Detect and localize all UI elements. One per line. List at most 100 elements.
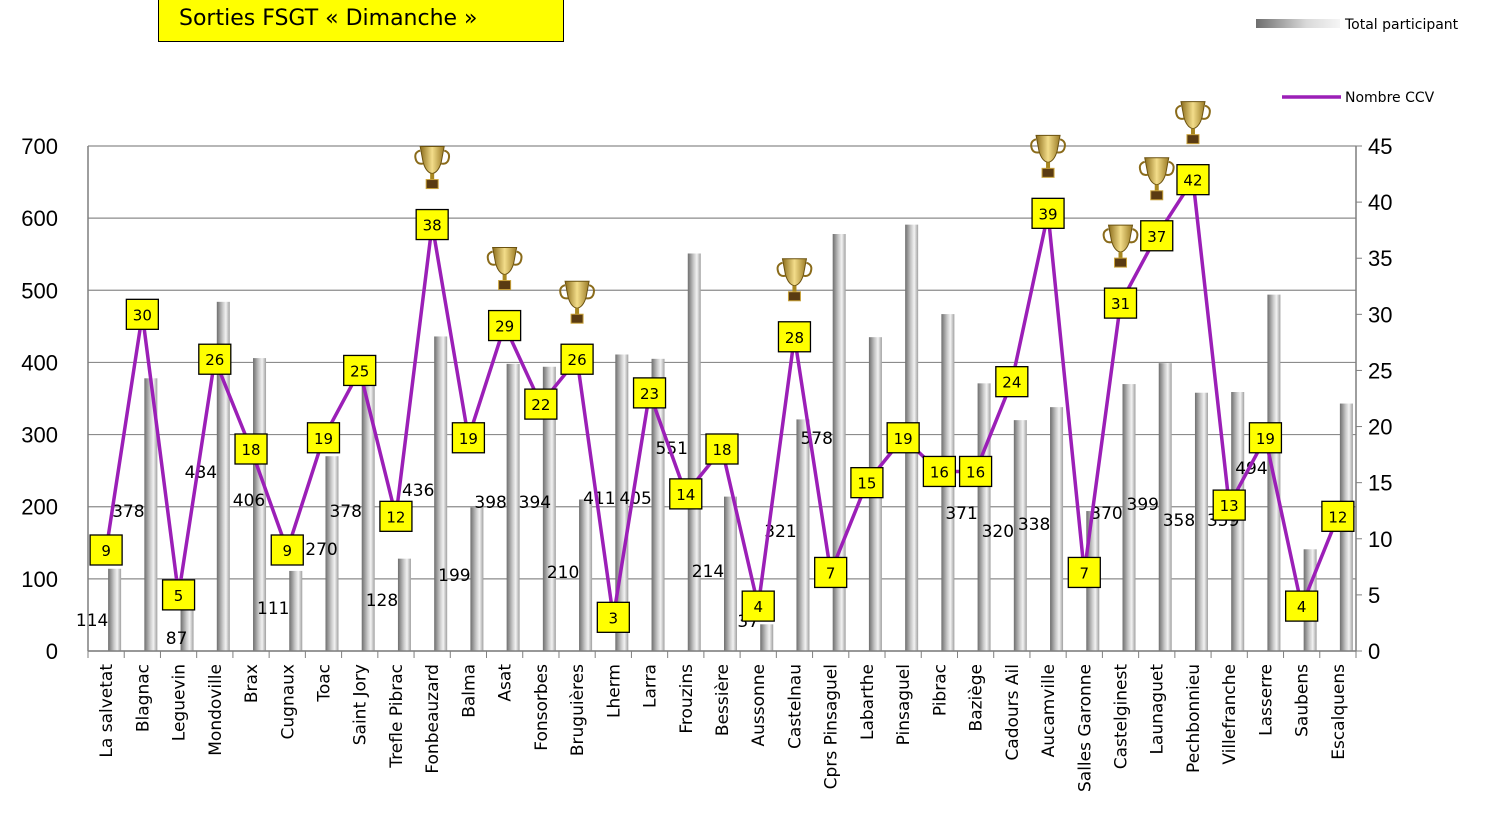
line-label-box (1212, 489, 1246, 521)
x-tick-label: Asat (496, 664, 516, 702)
x-tick-label: Labarthe (858, 664, 878, 740)
bar-data-label: 370 (1090, 504, 1122, 524)
trophy-stem (1118, 252, 1123, 259)
bar-data-label: 551 (656, 439, 688, 459)
line-data-label: 9 (89, 534, 123, 566)
line-label-box (1031, 197, 1065, 229)
trophy-handle (1129, 228, 1139, 244)
y-tick-right: 45 (1368, 134, 1392, 159)
line-data-label: 30 (125, 298, 159, 330)
line-data-label: 4 (741, 590, 775, 622)
line-label-text: 39 (1039, 205, 1058, 223)
bar (687, 253, 701, 651)
trophy-cup (781, 258, 808, 287)
line-label-box (306, 422, 341, 454)
trophy-handle (1201, 104, 1211, 120)
trophy-icon (486, 247, 523, 291)
line-label-box (161, 579, 196, 611)
y-tick-right: 0 (1368, 639, 1380, 664)
x-tick-label: Blagnac (133, 664, 153, 732)
line-data-label: 26 (560, 343, 594, 375)
line-data-label: 19 (306, 422, 341, 454)
bar-data-label: 398 (474, 493, 506, 513)
trophy-handle (1030, 138, 1040, 154)
x-tick-label: Fonbeauzard (423, 664, 443, 774)
x-tick-label: Trefle Pibrac (387, 664, 407, 769)
x-tick-label: Bessière (713, 664, 733, 736)
line-label-text: 18 (241, 441, 260, 459)
line-label-box (198, 343, 232, 375)
line-label-box (1103, 287, 1138, 319)
bar-data-label: 406 (233, 491, 265, 511)
y-tick-left: 700 (21, 134, 58, 159)
trophy-handle (1165, 160, 1175, 176)
line-data-label: 9 (270, 534, 304, 566)
bar-data-label: 578 (800, 429, 832, 449)
line-label-text: 23 (640, 385, 659, 403)
bar-data-label: 114 (76, 611, 108, 631)
x-tick-label: Villefranche (1220, 664, 1240, 765)
line-label-text: 30 (133, 306, 152, 324)
line-data-label: 28 (777, 321, 812, 353)
line-data-label: 14 (669, 478, 703, 510)
line-data-label: 29 (487, 309, 522, 342)
bar (1231, 392, 1245, 651)
line-data-label: 38 (415, 208, 449, 241)
line-label-box (596, 601, 630, 633)
trophy-stem (502, 274, 507, 281)
trophy-stem (575, 308, 580, 315)
bar (108, 568, 122, 651)
trophy-stem (1154, 184, 1159, 191)
line-data-label: 25 (343, 354, 377, 387)
line-data-label: 24 (995, 366, 1029, 398)
line-data-label: 19 (451, 422, 486, 454)
x-tick-label: Castelnau (785, 664, 805, 749)
line-data-label: 26 (198, 343, 232, 375)
line-label-box (1321, 500, 1355, 532)
bar-data-label: 371 (945, 504, 977, 524)
x-tick-label: La salvetat (97, 664, 117, 758)
line-label-text: 16 (966, 463, 985, 481)
bar (1158, 363, 1172, 651)
bar-data-label: 320 (982, 522, 1014, 542)
x-tick-label: Bruguières (568, 664, 588, 756)
bar (361, 378, 375, 651)
x-tick-label: Pibrac (930, 664, 950, 716)
line-data-label: 12 (1321, 500, 1355, 532)
x-tick-label: Castelginest (1112, 664, 1132, 770)
bar (397, 558, 411, 651)
bar-data-label: 214 (692, 562, 724, 582)
trophy-icon (414, 146, 451, 190)
line-label-text: 37 (1147, 228, 1166, 246)
x-tick-label: Pechbonnieu (1184, 664, 1204, 773)
trophy-icon (1102, 224, 1139, 268)
x-tick-label: Salles Garonne (1075, 664, 1095, 792)
line-label-box (669, 478, 703, 510)
line-data-label: 5 (161, 579, 196, 611)
bar-data-label: 87 (166, 629, 188, 649)
trophy-icons (414, 101, 1211, 324)
trophy-handle (513, 250, 523, 266)
line-label-box (125, 298, 159, 330)
x-tick-label: Launaguet (1148, 664, 1168, 755)
x-tick-label: Escalquens (1329, 664, 1349, 760)
trophy-stem (430, 173, 435, 180)
bar-data-label: 411 (583, 489, 615, 509)
bar-data-label: 358 (1163, 511, 1195, 531)
bar (506, 363, 520, 651)
line-label-text: 19 (894, 430, 913, 448)
line-data-label: 7 (814, 556, 848, 589)
line-label-box (632, 377, 667, 409)
trophy-icon (776, 258, 813, 302)
y-tick-left: 400 (21, 350, 58, 375)
line-label-text: 25 (350, 362, 369, 380)
x-tick-label: Balma (459, 664, 479, 718)
line-label-text: 4 (753, 598, 763, 616)
line-label-box (343, 354, 377, 387)
line-label-text: 7 (826, 564, 836, 582)
x-tick-label: Cprs Pinsaguel (822, 664, 842, 789)
line-label-text: 4 (1297, 598, 1307, 616)
x-tick-label: Cadours Ail (1003, 664, 1023, 761)
trophy-stem (792, 285, 797, 292)
